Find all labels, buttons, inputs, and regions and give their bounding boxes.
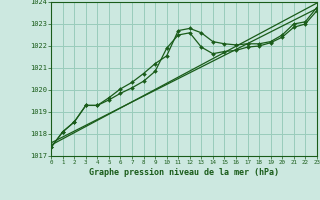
X-axis label: Graphe pression niveau de la mer (hPa): Graphe pression niveau de la mer (hPa) xyxy=(89,168,279,177)
